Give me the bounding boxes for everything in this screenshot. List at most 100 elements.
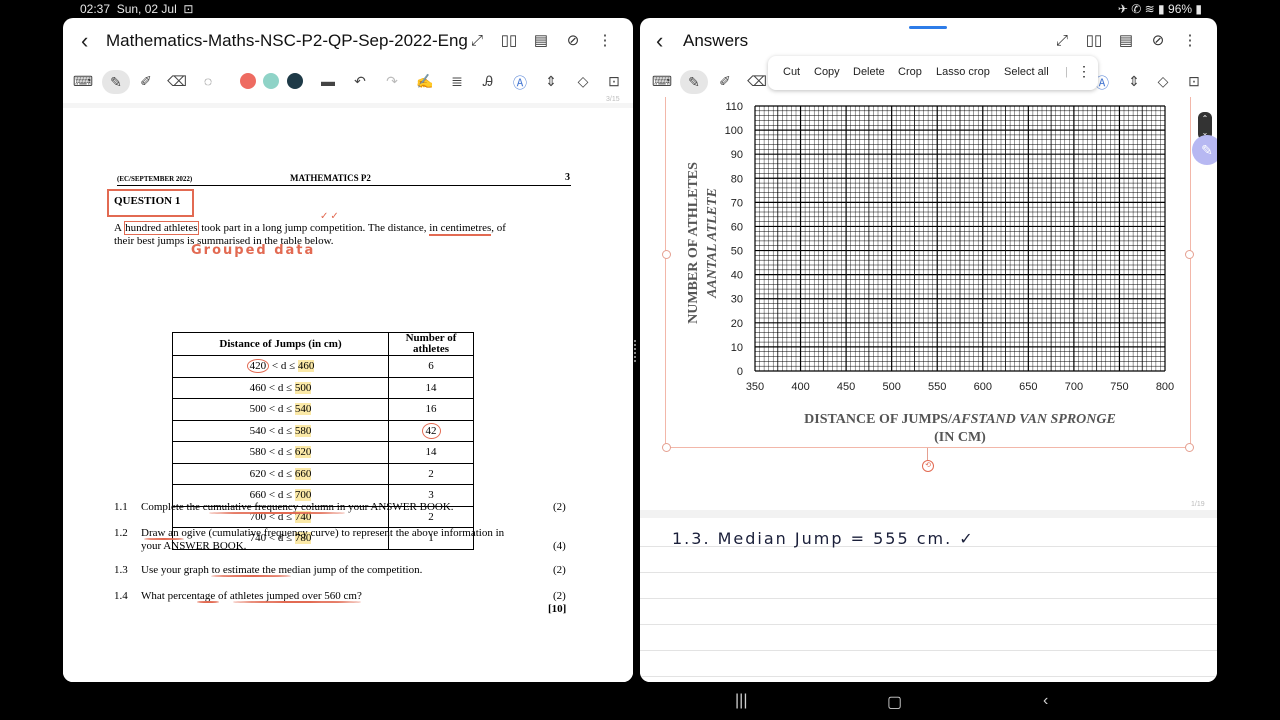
y-tick-label: 10 bbox=[731, 342, 743, 354]
right-drag-handle[interactable] bbox=[909, 26, 947, 29]
question-number: 1.2 bbox=[114, 527, 128, 539]
book-view-icon[interactable]: ▯▯ bbox=[500, 32, 518, 49]
text-format-icon[interactable]: ≣ bbox=[451, 73, 463, 89]
answers-expand-icon[interactable]: ⤢ bbox=[1055, 32, 1068, 49]
athlete-count: 14 bbox=[425, 446, 437, 459]
doc-header-left: (EC/SEPTEMBER 2022) bbox=[117, 175, 193, 183]
answers-keyboard-icon[interactable]: ⌨ bbox=[651, 73, 673, 89]
right-title-actions: ⤢ ▯▯ ▤ ⊘ ⋮ bbox=[1046, 31, 1206, 49]
question-text: Complete the cumulative frequency column… bbox=[141, 501, 454, 513]
answers-highlighter-icon[interactable]: ✐ bbox=[719, 73, 731, 89]
answers-page-view-icon[interactable]: ▤ bbox=[1118, 32, 1134, 49]
distance-cell: 740 < d ≤ 780 bbox=[172, 527, 389, 550]
rotate-handle-icon[interactable]: ⟲ bbox=[922, 460, 934, 472]
distance-high: 620 bbox=[294, 446, 312, 459]
menu-copy[interactable]: Copy bbox=[814, 66, 840, 78]
answers-lock-icon[interactable]: ⊡ bbox=[1188, 73, 1200, 89]
lasso-icon[interactable]: ◌ bbox=[203, 73, 213, 89]
pen-icon[interactable]: ✎ bbox=[102, 70, 130, 94]
ruled-line bbox=[640, 598, 1217, 599]
distance-cell: 540 < d ≤ 580 bbox=[172, 419, 389, 442]
x-tick-label: 450 bbox=[837, 381, 855, 393]
color-navy-swatch[interactable] bbox=[287, 73, 303, 89]
rotate-stem bbox=[927, 448, 928, 460]
intro-a: A bbox=[114, 222, 125, 234]
question-marks: (2) bbox=[553, 564, 566, 576]
color-red-swatch[interactable] bbox=[240, 73, 256, 89]
scroll-arrows-icon[interactable]: ⌃ ⌄ bbox=[1198, 112, 1212, 140]
answers-eraser-icon[interactable]: ⌫ bbox=[747, 73, 767, 89]
pen-settings-icon[interactable]: ✍ bbox=[416, 73, 434, 89]
distance-low: 460 bbox=[249, 381, 267, 394]
y-tick-label: 80 bbox=[731, 173, 743, 185]
x-tick-label: 750 bbox=[1110, 381, 1128, 393]
selection-handle-bottom-right[interactable] bbox=[1185, 443, 1194, 452]
table-header-distance: Distance of Jumps (in cm) bbox=[172, 332, 389, 356]
distance-high: 700 bbox=[294, 489, 312, 502]
ai-assist-icon[interactable]: Ⓐ bbox=[513, 75, 527, 91]
navigation-bar: ||| ▢ ‹ bbox=[63, 684, 1217, 720]
nav-back-icon[interactable]: ‹ bbox=[1043, 692, 1049, 709]
menu-lasso-crop[interactable]: Lasso crop bbox=[936, 66, 990, 78]
highlighter-icon[interactable]: ✐ bbox=[140, 73, 152, 89]
question-text-line2: your ANSWER BOOK. bbox=[141, 540, 247, 552]
lock-icon[interactable]: ⊡ bbox=[608, 73, 620, 89]
menu-more-icon[interactable]: ⋮ bbox=[1077, 63, 1091, 79]
selection-handle-right[interactable] bbox=[1185, 250, 1194, 259]
menu-crop[interactable]: Crop bbox=[898, 66, 922, 78]
keyboard-icon[interactable]: ⌨ bbox=[72, 73, 94, 89]
athlete-count-cell: 14 bbox=[388, 376, 474, 399]
answers-pen-icon[interactable]: ✎ bbox=[680, 70, 708, 94]
text-tool-icon[interactable]: Ꭿ bbox=[482, 73, 494, 89]
recent-apps-icon[interactable]: ||| bbox=[735, 692, 748, 709]
answers-attach-icon[interactable]: ⊘ bbox=[1151, 32, 1165, 49]
ruled-line bbox=[640, 572, 1217, 573]
distance-low: 620 bbox=[249, 467, 267, 480]
undo-icon[interactable]: ↶ bbox=[354, 73, 366, 89]
handwritten-median-answer: 1.3. Median Jump = 555 cm. ✓ bbox=[672, 529, 975, 548]
back-arrow-icon[interactable]: ‹ bbox=[81, 28, 89, 53]
menu-cut[interactable]: Cut bbox=[783, 66, 801, 78]
intro-c: took part in a long jump competition. Th… bbox=[198, 222, 430, 234]
shapes-icon[interactable]: ◇ bbox=[577, 73, 589, 89]
answers-ai-icon[interactable]: Ⓐ bbox=[1095, 75, 1109, 91]
floating-pen-icon[interactable]: ✎ bbox=[1192, 135, 1217, 165]
selection-handle-left[interactable] bbox=[662, 250, 671, 259]
distance-low: 580 bbox=[249, 446, 267, 459]
selection-handle-bottom-left[interactable] bbox=[662, 443, 671, 452]
athlete-count: 16 bbox=[425, 403, 437, 416]
distance-operator: < d ≤ bbox=[269, 360, 298, 373]
redo-icon[interactable]: ↷ bbox=[386, 73, 398, 89]
page-view-icon[interactable]: ▤ bbox=[533, 32, 549, 49]
attach-icon[interactable]: ⊘ bbox=[566, 32, 580, 49]
line-spacing-icon[interactable]: ⇕ bbox=[545, 73, 557, 89]
eraser-icon[interactable]: ⌫ bbox=[167, 73, 187, 89]
intro-line-1: A hundred athletes took part in a long j… bbox=[114, 221, 506, 236]
y-tick-label: 60 bbox=[731, 221, 743, 233]
handwritten-underline bbox=[197, 601, 219, 603]
athlete-count: 14 bbox=[425, 381, 437, 394]
answers-book-view-icon[interactable]: ▯▯ bbox=[1085, 32, 1103, 49]
y-axis-label: NUMBER OF ATHLETES bbox=[686, 162, 701, 324]
stroke-width-icon[interactable]: ▬ bbox=[321, 73, 335, 89]
answers-back-arrow-icon[interactable]: ‹ bbox=[656, 28, 664, 53]
split-divider-handle[interactable] bbox=[634, 340, 639, 362]
answers-line-spacing-icon[interactable]: ⇕ bbox=[1128, 73, 1140, 89]
menu-select-all[interactable]: Select all bbox=[1004, 66, 1049, 78]
x-tick-label: 600 bbox=[974, 381, 992, 393]
color-teal-swatch[interactable] bbox=[263, 73, 279, 89]
selection-frame[interactable] bbox=[665, 97, 1191, 448]
athlete-count-cell: 2 bbox=[388, 462, 474, 485]
menu-delete[interactable]: Delete bbox=[853, 66, 885, 78]
left-title-actions: ⤢ ▯▯ ▤ ⊘ ⋮ bbox=[461, 31, 621, 49]
status-time: 02:37 bbox=[80, 2, 111, 16]
expand-icon[interactable]: ⤢ bbox=[470, 32, 483, 49]
answers-more-icon[interactable]: ⋮ bbox=[1182, 32, 1198, 49]
home-icon[interactable]: ▢ bbox=[887, 694, 903, 711]
more-options-icon[interactable]: ⋮ bbox=[597, 32, 613, 49]
intro-e: , of bbox=[491, 222, 506, 234]
distance-high: 580 bbox=[294, 424, 312, 437]
answers-shapes-icon[interactable]: ◇ bbox=[1157, 73, 1169, 89]
right-tools-bar: ⌨ ✎ ✐ ⌫ Ⓐ ⇕ ◇ ⊡ bbox=[640, 63, 1217, 103]
handwritten-underline bbox=[144, 538, 184, 540]
